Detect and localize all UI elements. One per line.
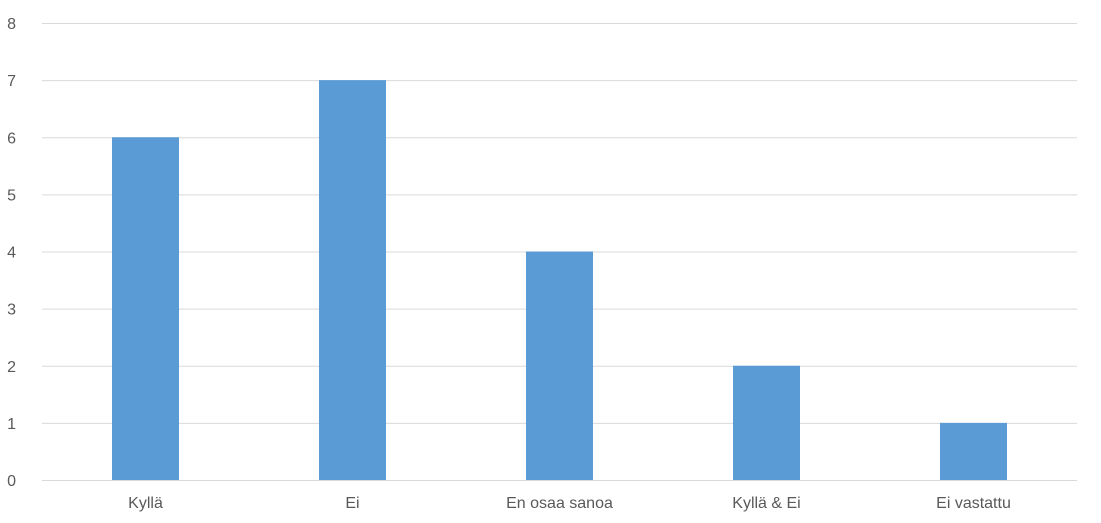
y-tick-label: 5	[7, 187, 16, 204]
bar	[112, 137, 179, 480]
y-axis-ticks: 0 1 2 3 4 5 6 7 8	[7, 16, 16, 490]
x-axis-ticks: Kyllä Ei En osaa sanoa Kyllä & Ei Ei vastatt…	[128, 495, 1011, 512]
bar	[526, 251, 593, 480]
y-tick-label: 4	[7, 245, 16, 262]
x-tick-label: En osaa sanoa	[506, 495, 613, 512]
x-tick-label: Ei vastattu	[936, 495, 1011, 512]
bar	[940, 422, 1007, 480]
y-tick-label: 1	[7, 416, 16, 433]
y-tick-label: 6	[7, 130, 16, 147]
bar	[319, 80, 386, 480]
y-tick-label: 0	[7, 473, 16, 490]
y-tick-label: 8	[7, 16, 16, 33]
bar	[733, 365, 800, 480]
x-tick-label: Ei	[345, 495, 359, 512]
x-tick-label: Kyllä & Ei	[732, 495, 800, 512]
y-tick-label: 3	[7, 302, 16, 319]
bars	[112, 80, 1007, 480]
y-tick-label: 7	[7, 73, 16, 90]
x-tick-label: Kyllä	[128, 495, 163, 512]
y-tick-label: 2	[7, 359, 16, 376]
